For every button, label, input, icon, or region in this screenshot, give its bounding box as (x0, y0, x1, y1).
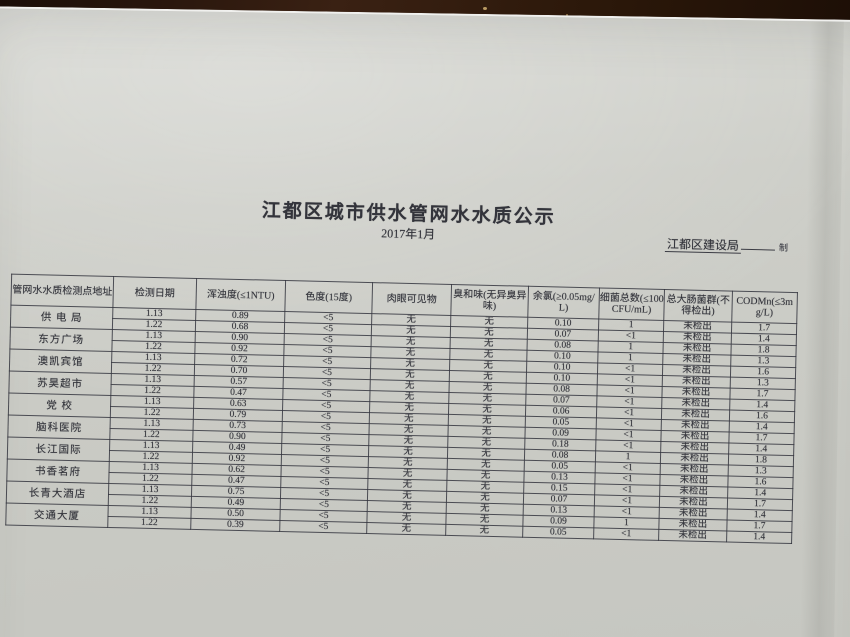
header-visible-matter: 肉眼可见物 (371, 282, 452, 316)
site-name: 党 校 (8, 393, 111, 418)
table-cell: 1.22 (107, 516, 191, 530)
table-cell: <1 (593, 527, 659, 541)
site-name: 书香茗府 (6, 459, 110, 484)
table-cell: 1.4 (726, 531, 792, 544)
header-turbidity: 浑浊度(≤1NTU) (195, 278, 286, 312)
header-site-address: 管网水水质检测点地址 (10, 274, 114, 308)
table-cell: 无 (366, 522, 446, 536)
site-name: 供 电 局 (10, 305, 113, 330)
table-cell: <5 (279, 520, 367, 534)
agency-name: 江都区建设局 (664, 236, 742, 254)
paper-fold-shadow (798, 21, 844, 637)
table-cell: 无 (445, 524, 523, 538)
site-name: 东方广场 (9, 327, 113, 352)
table-body: 供 电 局 1.13 0.89 <5 无无 0.10 1 未检出 1.7 1.22 0.68 <5 无无… (5, 305, 797, 544)
header-test-date: 检测日期 (112, 276, 197, 310)
edge-mark: 制 (778, 242, 789, 253)
table-cell: 0.39 (190, 518, 280, 532)
paper-sheet: 江都区城市供水管网水水质公示 2017年1月 江都区建设局制 管网水水质检测点地… (0, 6, 850, 637)
header-chroma: 色度(15度) (284, 280, 373, 314)
water-quality-table: 管网水水质检测点地址 检测日期 浑浊度(≤1NTU) 色度(15度) 肉眼可见物… (5, 274, 798, 544)
site-name: 苏昊超市 (8, 371, 112, 396)
header-odor-taste: 臭和味(无异臭异味) (450, 284, 529, 318)
table-cell: 未检出 (658, 529, 727, 543)
site-name: 脑科医院 (7, 415, 111, 440)
document-content: 江都区城市供水管网水水质公示 2017年1月 江都区建设局制 管网水水质检测点地… (5, 195, 805, 545)
fill-in-blank (740, 248, 775, 251)
site-name: 澳凯宾馆 (9, 349, 112, 374)
agency-line: 江都区建设局 制 (664, 236, 789, 255)
dust-speck (483, 7, 487, 10)
header-bacteria-count: 细菌总数(≤100CFU/mL) (598, 287, 665, 321)
header-residual-chlorine: 余氯(≥0.05mg/L) (527, 286, 600, 319)
table-cell: 0.05 (522, 526, 594, 539)
site-name: 交通大厦 (5, 503, 109, 528)
header-coliform: 总大肠菌群(不得检出) (663, 289, 733, 323)
header-codmn: CODMn(≤3mg/L) (731, 291, 798, 324)
site-name: 长江国际 (7, 437, 110, 462)
site-name: 长青大酒店 (6, 481, 109, 506)
